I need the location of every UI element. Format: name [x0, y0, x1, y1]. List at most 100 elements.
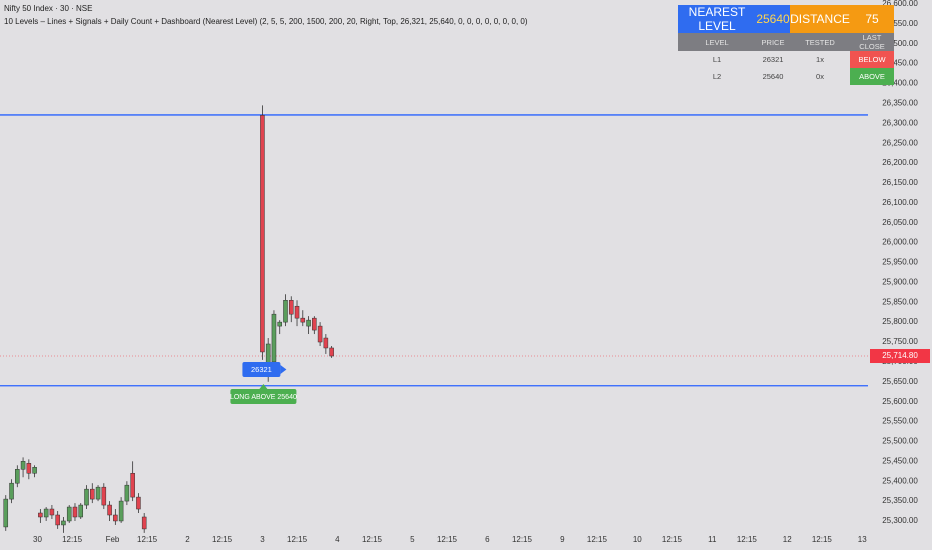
x-tick-label: 12:15 — [812, 535, 833, 544]
dashboard: NEAREST LEVEL 25640 DISTANCE 75 LEVEL PR… — [678, 5, 894, 85]
x-tick-label: 12:15 — [287, 535, 308, 544]
last-price-tag — [870, 349, 930, 364]
y-tick-label: 25,350.00 — [882, 496, 918, 505]
y-tick-label: 25,950.00 — [882, 258, 918, 267]
candle-body — [317, 325, 323, 343]
candle-body — [271, 313, 277, 363]
y-tick-label: 25,500.00 — [882, 437, 918, 446]
y-tick-label: 25,900.00 — [882, 277, 918, 286]
dash-col: PRICE — [756, 33, 790, 51]
candle-body — [283, 300, 288, 323]
candle-body — [66, 506, 72, 522]
candle-body — [118, 500, 124, 522]
dash-cell: 0x — [816, 72, 824, 81]
dash-title: 75 — [850, 5, 894, 33]
y-tick-label: 26,300.00 — [882, 118, 918, 127]
candle-body — [288, 300, 294, 315]
dash-title: DISTANCE — [790, 5, 850, 33]
x-tick-label: 5 — [410, 535, 415, 544]
candle-body — [20, 461, 26, 470]
y-tick-label: 25,650.00 — [882, 377, 918, 386]
indicator-title: 10 Levels – Lines + Signals + Daily Coun… — [4, 17, 528, 26]
candle-body — [101, 486, 107, 506]
x-tick-label: 12 — [783, 535, 792, 544]
y-tick-label: 26,250.00 — [882, 138, 918, 147]
candle-body — [38, 512, 43, 518]
candle-body — [294, 305, 300, 319]
candle-body — [260, 115, 265, 353]
y-tick-label: 25,300.00 — [882, 516, 918, 525]
y-tick-label: 26,450.00 — [882, 59, 918, 68]
y-tick-label: 26,000.00 — [882, 238, 918, 247]
y-tick-label: 26,350.00 — [882, 99, 918, 108]
dash-cell: BELOW — [850, 51, 894, 68]
candle-body — [61, 520, 66, 526]
candle-body — [141, 516, 147, 530]
x-tick-label: 12:15 — [437, 535, 458, 544]
x-tick-label: 10 — [633, 535, 642, 544]
x-tick-label: 12:15 — [212, 535, 233, 544]
y-tick-label: 26,200.00 — [882, 158, 918, 167]
dash-cell: L1 — [712, 55, 722, 64]
x-tick-label: 12:15 — [662, 535, 683, 544]
signal-pointer — [280, 365, 287, 374]
candle-body — [312, 317, 317, 331]
dash-cell: ABOVE — [850, 68, 894, 85]
x-tick-label: 30 — [33, 535, 42, 544]
x-tick-label: 11 — [708, 535, 717, 544]
candle-body — [55, 514, 60, 526]
candle-body — [26, 463, 32, 474]
candle-body — [113, 514, 118, 522]
x-tick-label: 12:15 — [137, 535, 158, 544]
candle-body — [277, 321, 282, 327]
x-tick-label: 2 — [185, 535, 190, 544]
y-tick-label: 25,400.00 — [882, 476, 918, 485]
y-tick-label: 25,800.00 — [882, 317, 918, 326]
dash-title: 25640 — [756, 5, 790, 33]
signal-label: LONG ABOVE 25640 — [230, 394, 297, 401]
x-tick-label: 12:15 — [737, 535, 758, 544]
x-tick-label: 12:15 — [512, 535, 533, 544]
y-tick-label: 25,850.00 — [882, 297, 918, 306]
dash-title: NEAREST LEVEL — [678, 5, 756, 33]
candle-body — [32, 467, 37, 474]
x-tick-label: 12:15 — [587, 535, 608, 544]
candle-body — [43, 508, 49, 518]
x-tick-label: Feb — [106, 535, 120, 544]
x-tick-label: 12:15 — [62, 535, 83, 544]
y-tick-label: 25,550.00 — [882, 417, 918, 426]
candle-body — [84, 488, 89, 506]
candle-body — [3, 498, 9, 528]
symbol-title: Nifty 50 Index · 30 · NSE — [4, 4, 93, 13]
x-tick-label: 3 — [260, 535, 265, 544]
candle-body — [306, 319, 311, 327]
candle-body — [323, 337, 329, 349]
dash-cell: 25640 — [762, 72, 784, 81]
signal-box — [230, 389, 297, 404]
dash-col: LEVEL — [678, 33, 756, 51]
dash-col: LAST CLOSE — [850, 33, 894, 51]
y-tick-label: 26,100.00 — [882, 198, 918, 207]
candle-body — [300, 317, 306, 323]
x-tick-label: 9 — [560, 535, 565, 544]
x-tick-label: 13 — [858, 535, 867, 544]
candle-body — [72, 506, 78, 518]
signal-label: 26321 — [251, 365, 272, 374]
y-tick-label: 26,050.00 — [882, 218, 918, 227]
candle-body — [329, 347, 334, 357]
y-tick-label: 26,550.00 — [882, 19, 918, 28]
x-tick-label: 4 — [335, 535, 340, 544]
candle-body — [136, 496, 141, 510]
y-tick-label: 26,600.00 — [882, 0, 918, 8]
x-tick-label: 6 — [485, 535, 490, 544]
candle-body — [124, 484, 130, 502]
candle-body — [107, 504, 112, 516]
signal-box — [242, 362, 281, 377]
y-tick-label: 26,500.00 — [882, 39, 918, 48]
candle-body — [78, 504, 84, 518]
dash-cell: 1x — [816, 55, 824, 64]
y-tick-label: 25,450.00 — [882, 456, 918, 465]
dash-col: TESTED — [790, 33, 850, 51]
